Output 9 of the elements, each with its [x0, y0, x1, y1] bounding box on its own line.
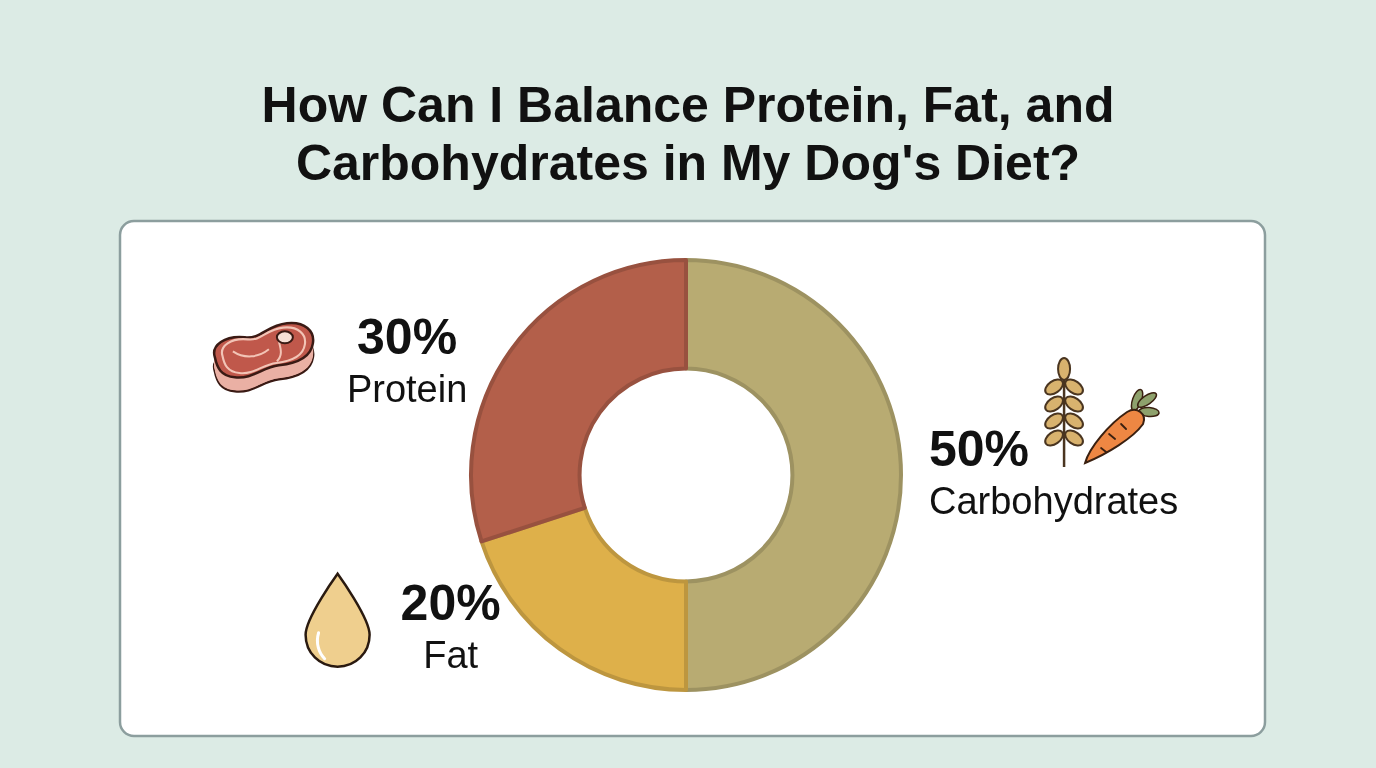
- chart-title: How Can I Balance Protein, Fat, and Carbohydrates in My Dog's Diet?: [261, 77, 1115, 191]
- data-label: 20%: [400, 574, 501, 631]
- slice-label: Fat: [423, 633, 479, 676]
- donut-slice: [469, 258, 688, 544]
- slice-label: Protein: [346, 368, 468, 411]
- data-label: 30%: [357, 309, 458, 366]
- slice-label: Carbohydrates: [929, 480, 1179, 522]
- data-label: 50%: [929, 421, 1030, 477]
- donut-slice: [684, 258, 903, 692]
